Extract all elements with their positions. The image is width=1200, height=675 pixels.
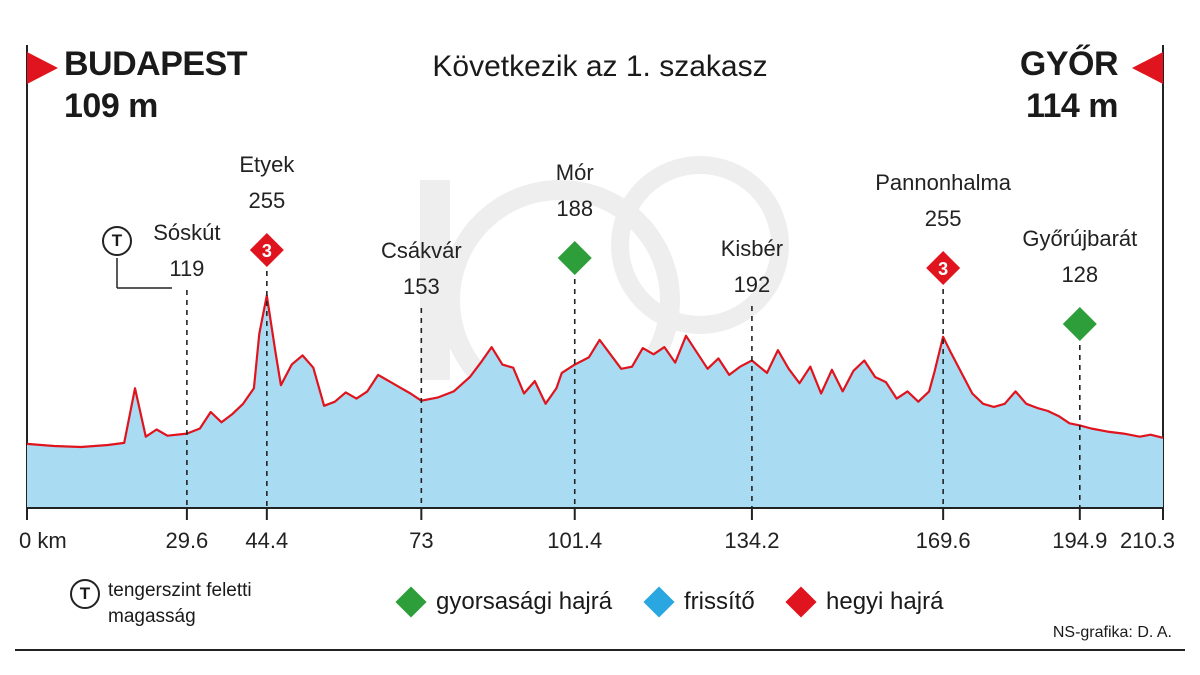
x-tick-label: 101.4 — [547, 528, 602, 553]
waypoint-elevation: 188 — [556, 196, 593, 221]
legend-t-icon: T — [70, 579, 100, 609]
footer-rule — [15, 649, 1185, 651]
sprint-marker-icon — [1062, 307, 1097, 341]
waypoint-name: Etyek — [239, 152, 295, 177]
credit: NS-grafika: D. A. — [1052, 624, 1172, 641]
x-tick-label: 44.4 — [245, 528, 288, 553]
legend-t-text-line2: magasság — [108, 606, 196, 627]
t-note-icon: T — [102, 226, 132, 256]
x-tick-label: 73 — [409, 528, 433, 553]
climb-diamond-icon — [785, 586, 817, 618]
x-tick-label: 134.2 — [724, 528, 779, 553]
waypoint-elevation: 255 — [248, 188, 285, 213]
climb-category-label: 3 — [262, 241, 272, 261]
start-flag-icon — [26, 45, 58, 508]
legend-feed: frissítő — [643, 586, 755, 618]
waypoint-name: Kisbér — [721, 236, 783, 261]
legend-climb-label: hegyi hajrá — [826, 588, 944, 615]
waypoint-elevation: 128 — [1061, 262, 1098, 287]
waypoint-name: Mór — [556, 160, 594, 185]
x-tick-label: 210.3 — [1120, 528, 1175, 553]
finish-flag-icon — [1132, 45, 1164, 508]
waypoint-name: Csákvár — [381, 238, 462, 263]
sprint-diamond-icon — [395, 586, 427, 618]
profile-line — [26, 294, 1164, 449]
climb-marker-icon — [249, 233, 284, 267]
legend-climb: hegyi hajrá — [785, 586, 944, 618]
x-tick-label: 194.9 — [1052, 528, 1107, 553]
waypoint-name: Győrújbarát — [1022, 226, 1137, 251]
x-tick-label: 0 km — [19, 528, 67, 553]
climb-category-label: 3 — [938, 259, 948, 279]
waypoint-name: Sóskút — [153, 220, 220, 245]
elevation-profile-chart: Sóskút 119 3 Etyek 255 Csákvár 153 Mór 188 Kisbér… — [19, 45, 1175, 553]
legend-sprint: gyorsasági hajrá — [395, 586, 613, 618]
x-tick-label: 29.6 — [165, 528, 208, 553]
legend-sprint-label: gyorsasági hajrá — [436, 588, 613, 615]
waypoint-elevation: 153 — [403, 274, 440, 299]
sprint-marker-icon — [557, 241, 592, 275]
end-city: GYŐR — [1019, 45, 1119, 83]
t-note-connector — [116, 258, 172, 289]
profile-area — [27, 295, 1163, 508]
waypoint-name: Pannonhalma — [875, 170, 1012, 195]
waypoint-elevation: 255 — [925, 206, 962, 231]
waypoint-elevation: 119 — [169, 256, 204, 281]
start-elevation: 109 m — [64, 87, 158, 125]
waypoint-elevation: 192 — [734, 272, 771, 297]
chart-title: Következik az 1. szakasz — [432, 50, 768, 83]
x-tick-label: 169.6 — [916, 528, 971, 553]
start-city: BUDAPEST — [64, 45, 248, 83]
legend-feed-label: frissítő — [684, 588, 755, 615]
end-elevation: 114 m — [1025, 87, 1119, 125]
legend-t-text-line1: tengerszint feletti — [108, 580, 252, 601]
feed-diamond-icon — [643, 586, 675, 618]
climb-marker-icon — [926, 251, 961, 285]
